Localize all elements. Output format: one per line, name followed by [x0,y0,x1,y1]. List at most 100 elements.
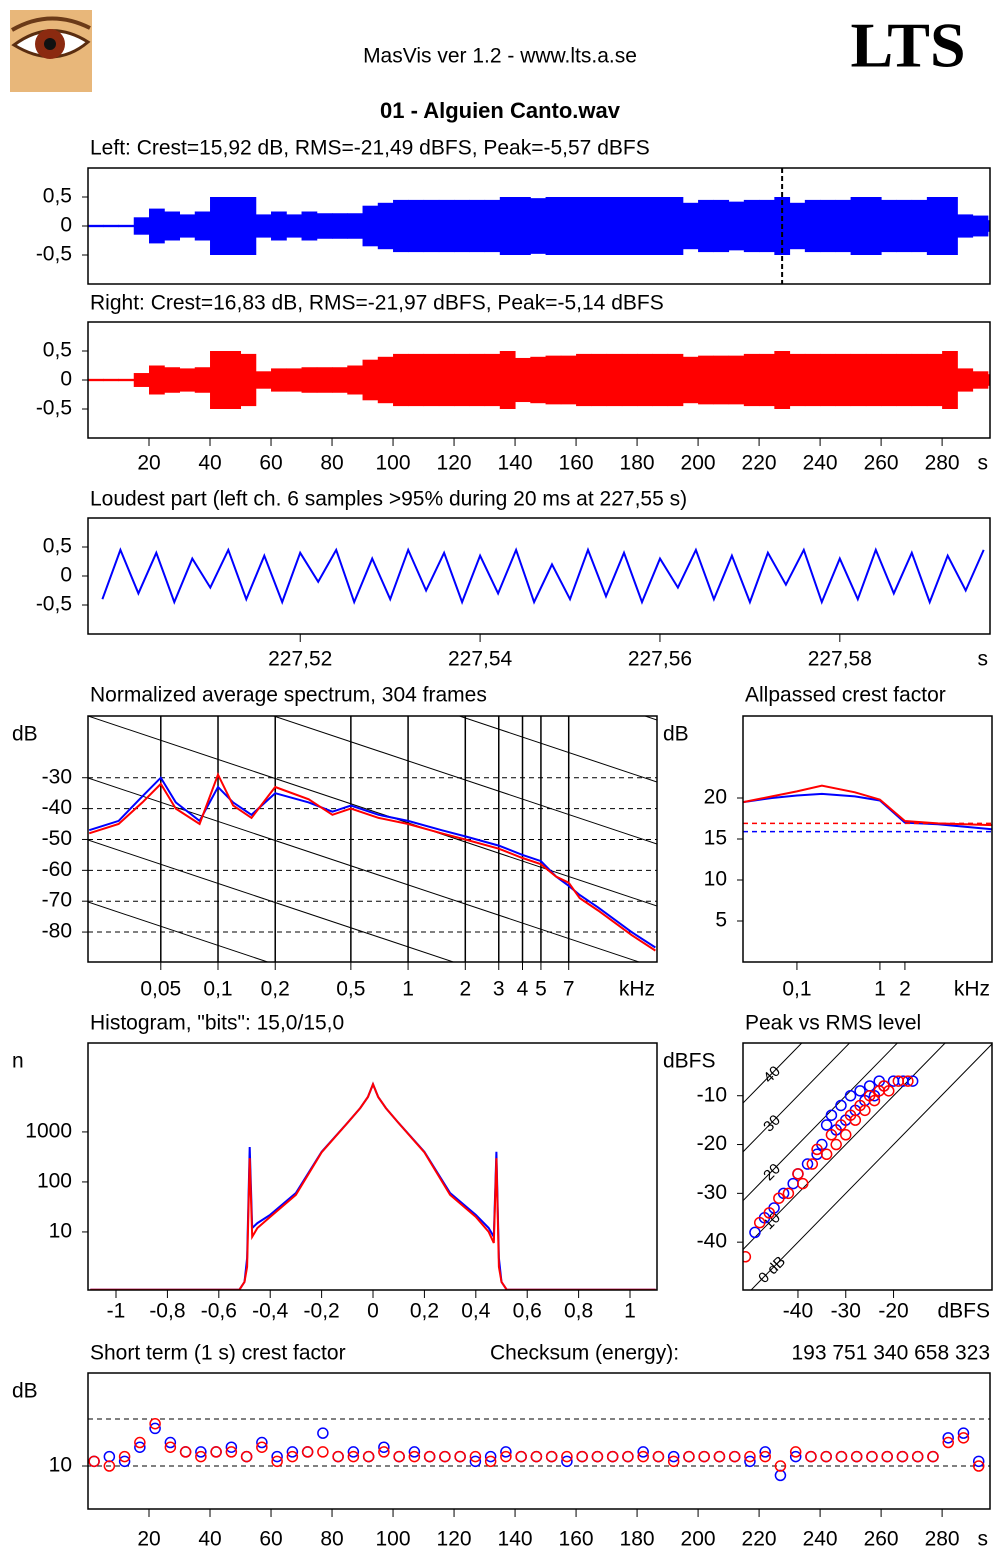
plot-area [88,351,990,409]
x-unit: s [978,648,989,671]
scatter-point [317,1446,329,1458]
scatter-point [347,1446,360,1458]
scatter-point [286,1450,299,1463]
scatter-point [957,1427,970,1439]
scatter-point [195,1450,207,1463]
scatter-point [500,1450,512,1463]
y-unit: dBFS [663,1050,716,1073]
scatter-point [118,1450,131,1463]
scatter-point [957,1432,970,1444]
scatter-point [591,1450,604,1463]
scatter-point [866,1450,878,1463]
x-tick-label: 0,1 [203,978,232,1001]
plot-frame [87,167,991,285]
y-tick-label: 0 [60,564,72,587]
scatter-point [835,1119,847,1131]
x-tick-label: 4 [517,978,529,1001]
scatter-point [454,1450,466,1463]
chart-title: Allpassed crest factor [745,684,946,707]
crest-line-label: 0 dB [755,1253,789,1287]
scatter-point [408,1446,421,1458]
scatter-point [606,1450,619,1463]
scatter-point [844,1089,857,1102]
slope-line [88,716,657,907]
x-tick-label: 80 [320,1528,343,1551]
x-tick-label: -1 [107,1300,126,1323]
series-line [90,1081,656,1290]
slope-line [88,96,657,286]
x-tick-label: 200 [681,452,716,475]
scatter-point [347,1450,360,1463]
scatter-point [164,1436,177,1449]
scatter-point [667,1455,680,1468]
scatter-point [164,1441,177,1453]
scatter-point [88,1455,100,1468]
scatter-point [840,1129,852,1141]
x-tick-label: 227,56 [628,648,692,671]
plot-frame [87,1372,991,1510]
x-tick-label: -20 [878,1300,908,1323]
x-tick-label: 2 [459,978,471,1001]
x-tick-label: 0,2 [410,1300,439,1323]
slope-line [272,716,657,845]
y-tick-label: 100 [37,1169,72,1192]
scatter-point [906,1075,919,1087]
x-tick-label: 0,1 [782,978,811,1001]
scatter-point [911,1450,924,1463]
scatter-point [484,1455,497,1468]
x-tick-label: -0,6 [201,1300,237,1323]
scatter-point [753,1216,766,1229]
scatter-point [850,1450,863,1463]
scatter-point [149,1417,161,1430]
y-tick-label: -30 [42,765,72,788]
chart-title: Left: Crest=15,92 dB, RMS=-21,49 dBFS, P… [90,137,650,160]
x-tick-label: 1 [402,978,414,1001]
scatter-point [637,1450,649,1463]
scatter-point [713,1450,726,1463]
scatter-point [118,1455,131,1468]
y-tick-label: 20 [704,786,727,809]
x-tick-label: 140 [498,1528,533,1551]
scatter-point [240,1450,253,1463]
scatter-point [317,1427,329,1439]
scatter-point [744,1455,756,1468]
y-tick-label: 10 [704,868,727,891]
x-tick-label: -0,8 [149,1300,185,1323]
scatter-point [825,1129,838,1141]
scatter-point [500,1446,512,1458]
scatter-point [637,1446,649,1458]
crest-line-label: 30 [760,1112,784,1136]
slope-line [88,901,270,962]
plot-frame [87,517,991,635]
x-unit: kHz [619,978,655,1001]
x-tick-label: 5 [535,978,547,1001]
scatter-point [820,1148,833,1161]
plot-frame [87,1042,658,1291]
chart-title: Normalized average spectrum, 304 frames [90,684,487,707]
plot-frame [742,1042,993,1291]
series-line [90,1081,656,1290]
x-tick-label: 1 [874,978,886,1001]
scatter-point [378,1441,390,1453]
scatter-point [830,1138,842,1151]
eye-logo [10,10,92,92]
x-tick-label: 227,52 [268,648,332,671]
scatter-point [835,1099,847,1112]
y-tick-label: -0,5 [36,593,72,616]
chart-title: Right: Crest=16,83 dB, RMS=-21,97 dBFS, … [90,292,664,315]
x-tick-label: 160 [559,452,594,475]
plot-area [743,784,992,833]
scatter-point [972,1460,985,1472]
x-tick-label: 280 [925,1528,960,1551]
scatter-point [787,1177,799,1190]
x-tick-label: 0,6 [513,1300,542,1323]
scatter-point [515,1450,527,1463]
scatter-point [806,1158,819,1170]
crest-line [743,1043,899,1202]
x-tick-label: 100 [376,1528,411,1551]
slope-line [88,1088,657,1278]
scatter-point [256,1436,268,1449]
x-tick-label: 0,05 [140,978,181,1001]
